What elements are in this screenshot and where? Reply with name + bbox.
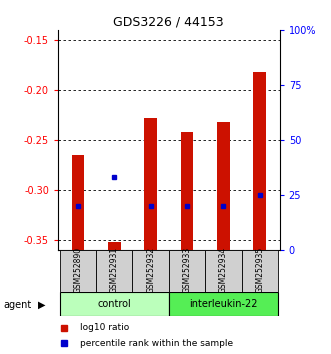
Text: interleukin-22: interleukin-22 <box>189 299 258 309</box>
Bar <box>60 250 96 292</box>
Text: GSM252933: GSM252933 <box>182 247 192 293</box>
Text: ▶: ▶ <box>38 300 46 310</box>
Bar <box>96 250 132 292</box>
Text: GSM252890: GSM252890 <box>73 247 82 293</box>
Bar <box>205 250 242 292</box>
Bar <box>60 292 169 316</box>
Title: GDS3226 / 44153: GDS3226 / 44153 <box>114 16 224 29</box>
Text: GSM252935: GSM252935 <box>255 247 264 293</box>
Bar <box>242 250 278 292</box>
Text: control: control <box>97 299 131 309</box>
Text: GSM252931: GSM252931 <box>110 247 119 293</box>
Text: percentile rank within the sample: percentile rank within the sample <box>80 339 233 348</box>
Bar <box>217 122 230 250</box>
Bar <box>71 155 84 250</box>
Bar <box>144 118 157 250</box>
Bar <box>132 250 169 292</box>
Bar <box>169 250 205 292</box>
Bar <box>181 132 193 250</box>
Bar <box>253 72 266 250</box>
Bar <box>108 241 120 250</box>
Bar <box>169 292 278 316</box>
Text: agent: agent <box>3 300 31 310</box>
Text: log10 ratio: log10 ratio <box>80 323 129 332</box>
Text: GSM252934: GSM252934 <box>219 247 228 293</box>
Text: GSM252932: GSM252932 <box>146 247 155 293</box>
